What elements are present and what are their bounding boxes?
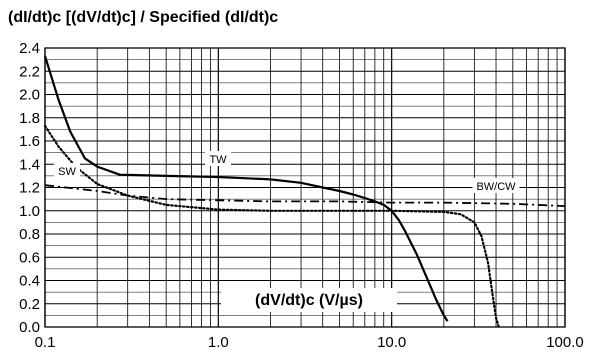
- x-tick-label: 10.0: [377, 334, 406, 351]
- series-lines: [43, 55, 566, 329]
- y-tick-label: 1.0: [19, 203, 40, 220]
- tick-labels: 0.0 0.2 0.4 0.6 0.8 1.0 1.2 1.4 1.6 1.8 2.0 2.2 2.4 0…: [19, 40, 584, 351]
- y-tick-label: 1.8: [19, 110, 40, 127]
- series-line-sw: [43, 124, 500, 329]
- plot-frame: [44, 47, 566, 328]
- series-label: TW: [209, 154, 227, 166]
- series-label: BW/CW: [476, 181, 516, 193]
- y-tick-label: 0.4: [19, 273, 40, 290]
- series-line-tw: [43, 55, 449, 322]
- xlabel-box: [221, 288, 397, 312]
- y-tick-label: 0.0: [19, 319, 40, 336]
- x-tick-label: 0.1: [35, 334, 56, 351]
- series-label-box: [205, 151, 231, 166]
- x-tick-label: 100.0: [546, 334, 584, 351]
- y-tick-label: 2.2: [19, 63, 40, 80]
- y-tick-label: 0.6: [19, 249, 40, 266]
- x-axis-label: (dV/dt)c (V/µs): [255, 292, 363, 309]
- y-tick-label: 1.4: [19, 156, 40, 173]
- x-tick-label: 1.0: [208, 334, 229, 351]
- series-label-box: [472, 178, 520, 193]
- y-tick-label: 0.2: [19, 296, 40, 313]
- series-label-box: [54, 163, 80, 178]
- y-tick-label: 1.6: [19, 133, 40, 150]
- chart-title: (dI/dt)c [(dV/dt)c] / Specified (dI/dt)c: [8, 9, 278, 26]
- y-tick-label: 2.4: [19, 40, 40, 57]
- series-line-bw-cw: [44, 184, 566, 207]
- series-labels: TW SW BW/CW: [54, 151, 520, 193]
- series-label: SW: [58, 166, 76, 178]
- y-tick-label: 0.8: [19, 226, 40, 243]
- y-tick-label: 2.0: [19, 87, 40, 104]
- y-tick-label: 1.2: [19, 180, 40, 197]
